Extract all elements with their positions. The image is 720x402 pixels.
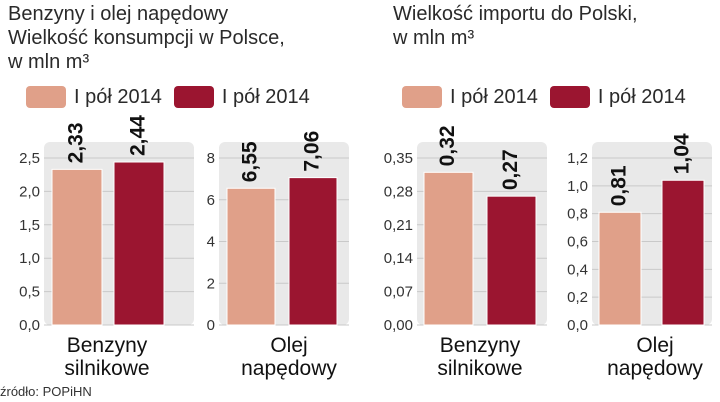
legend-left: I pół 2014 I pół 2014 <box>26 84 322 110</box>
chart-1-y-tick-label: 0,0 <box>19 317 40 334</box>
chart-2-category-label-line-1: Olej <box>270 334 307 357</box>
legend-swatch-series-1 <box>26 86 66 108</box>
chart-2-y-tick-label: 2 <box>207 275 215 292</box>
chart-2-bar-2 <box>288 177 338 326</box>
chart-3-y-tick-label: 0,28 <box>384 183 413 200</box>
chart-1-category-label-line-2: silnikowe <box>64 357 149 380</box>
chart-3-y-tick-label: 0,21 <box>384 217 413 234</box>
chart-2-bar-1 <box>226 187 276 326</box>
chart-1-y-tick-label: 1,0 <box>19 250 40 267</box>
chart-3-data-label-1: 0,32 <box>436 125 459 166</box>
chart-1-y-tick-label: 2,0 <box>19 183 40 200</box>
left-title-line-3: w mln m³ <box>8 51 90 73</box>
chart-3-y-tick-label: 0,14 <box>384 250 413 267</box>
chart-3-y-tick-label: 0,00 <box>384 317 413 334</box>
chart-2-y-tick-label: 6 <box>207 192 215 209</box>
chart-3-category-label-line-1: Benzyny <box>440 334 521 357</box>
chart-4-y-tick-label: 1,2 <box>567 150 588 167</box>
chart-4-y-tick-label: 0,4 <box>567 261 588 278</box>
source-note: źródło: POPiHN <box>0 384 92 399</box>
right-chart-title: Wielkość importu do Polski, w mln m³ <box>393 2 713 50</box>
chart-3-bar-2 <box>486 195 537 326</box>
legend-label-series-2: I pół 2014 <box>221 85 310 108</box>
chart-4-category-label-line-1: Olej <box>636 334 673 357</box>
chart-1-y-tick-label: 2,5 <box>19 150 40 167</box>
legend-item-series-2-right: I pół 2014 <box>549 85 686 109</box>
legend-swatch-series-1-right <box>402 86 442 108</box>
legend-item-series-1: I pół 2014 <box>26 86 162 109</box>
legend-right: I pół 2014 I pół 2014 <box>402 84 698 110</box>
chart-2-y-tick-label: 8 <box>207 150 215 167</box>
chart-1-data-label-2: 2,44 <box>127 115 150 156</box>
right-title-line-1: Wielkość importu do Polski, <box>393 3 638 25</box>
right-title-line-2: w mln m³ <box>393 27 475 49</box>
chart-4-y-tick-label: 1,0 <box>567 178 588 195</box>
chart-3-y-tick-label: 0,07 <box>384 284 413 301</box>
legend-swatch-series-2 <box>173 86 214 108</box>
left-title-line-1: Benzyny i olej napędowy <box>8 3 229 25</box>
chart-4-y-tick-label: 0,0 <box>567 317 588 334</box>
chart-3-bar-1 <box>423 171 474 326</box>
chart-4-data-label-2: 1,04 <box>671 133 694 174</box>
chart-1-bar-1 <box>51 168 103 326</box>
chart-1-y-tick-label: 0,5 <box>19 284 40 301</box>
chart-1-bar-2 <box>113 161 165 326</box>
chart-2-y-tick-label: 4 <box>207 234 215 251</box>
chart-3-category-label-line-2: silnikowe <box>437 357 522 380</box>
left-chart-title: Benzyny i olej napędowy Wielkość konsump… <box>8 2 338 74</box>
chart-4-bar-1 <box>598 211 642 326</box>
legend-swatch-series-2-right <box>549 86 590 108</box>
legend-label-series-1: I pół 2014 <box>74 85 162 108</box>
chart-2-data-label-2: 7,06 <box>301 131 324 172</box>
chart-1-y-tick-label: 1,5 <box>19 217 40 234</box>
chart-1-data-label-1: 2,33 <box>65 122 88 163</box>
chart-2-data-label-1: 6,55 <box>239 141 262 182</box>
legend-item-series-1-right: I pół 2014 <box>402 86 538 109</box>
chart-2-category-label-line-2: napędowy <box>241 357 337 380</box>
chart-1-category-label-line-1: Benzyny <box>67 334 148 357</box>
chart-2-y-tick-label: 0 <box>207 317 215 334</box>
chart-4-y-tick-label: 0,2 <box>567 289 588 306</box>
chart-4-y-tick-label: 0,8 <box>567 206 588 223</box>
chart-4-category-label-line-2: napędowy <box>607 357 703 380</box>
chart-4-bar-2 <box>661 179 705 326</box>
chart-3-data-label-2: 0,27 <box>499 149 522 190</box>
chart-3-y-tick-label: 0,35 <box>384 150 413 167</box>
chart-4-y-tick-label: 0,6 <box>567 234 588 251</box>
chart-4-data-label-1: 0,81 <box>608 165 631 206</box>
legend-label-series-2-right: I pół 2014 <box>597 85 686 108</box>
legend-item-series-2: I pół 2014 <box>173 85 310 109</box>
legend-label-series-1-right: I pół 2014 <box>450 85 538 108</box>
left-title-line-2: Wielkość konsumpcji w Polsce, <box>8 27 285 49</box>
